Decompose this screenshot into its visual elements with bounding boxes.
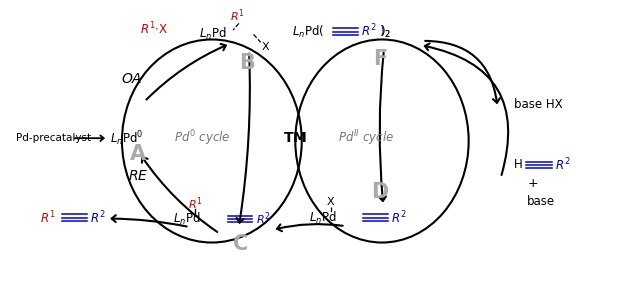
Text: $R^1$: $R^1$ (189, 195, 203, 212)
Text: C: C (233, 234, 248, 254)
Text: X: X (327, 197, 334, 208)
Text: D: D (372, 182, 388, 202)
Text: $R^2$ $)_2$: $R^2$ $)_2$ (361, 22, 390, 41)
Text: $R^2$: $R^2$ (90, 210, 105, 226)
Text: Pd-precatalyst: Pd-precatalyst (16, 133, 91, 143)
Text: $R^1$: $R^1$ (40, 210, 55, 226)
Text: H: H (514, 158, 523, 171)
Text: F: F (373, 49, 387, 69)
Text: $\mathit{Pd^0}$ cycle: $\mathit{Pd^0}$ cycle (174, 128, 230, 148)
Text: $L_n$Pd$^0$: $L_n$Pd$^0$ (110, 129, 144, 147)
Text: $\mathit{RE}$: $\mathit{RE}$ (128, 169, 148, 183)
Text: A: A (130, 144, 146, 164)
Text: $R^1$: $R^1$ (230, 7, 245, 24)
Text: B: B (239, 54, 255, 73)
Text: $\mathbf{TM}$: $\mathbf{TM}$ (283, 131, 308, 145)
Text: $L_n$Pd$($: $L_n$Pd$($ (292, 23, 324, 40)
Text: +: + (528, 177, 538, 190)
Text: $R^2$: $R^2$ (256, 211, 270, 227)
Text: base HX: base HX (514, 98, 562, 111)
Text: $L_n$Pd: $L_n$Pd (309, 210, 337, 226)
Text: $\mathit{Pd^{II}}$ cycle: $\mathit{Pd^{II}}$ cycle (338, 128, 394, 148)
Text: $\mathit{OA}$: $\mathit{OA}$ (121, 72, 143, 86)
Text: $L_n$Pd: $L_n$Pd (199, 26, 227, 43)
Text: $L_n$Pd: $L_n$Pd (173, 211, 201, 227)
Text: $)_2$: $)_2$ (380, 23, 391, 40)
Text: $R^2$: $R^2$ (391, 210, 406, 226)
Text: $R^1$${\cdot}$X: $R^1$${\cdot}$X (140, 21, 168, 37)
Text: $R^2$: $R^2$ (555, 157, 571, 173)
Text: X: X (261, 42, 269, 52)
Text: base: base (526, 195, 555, 208)
